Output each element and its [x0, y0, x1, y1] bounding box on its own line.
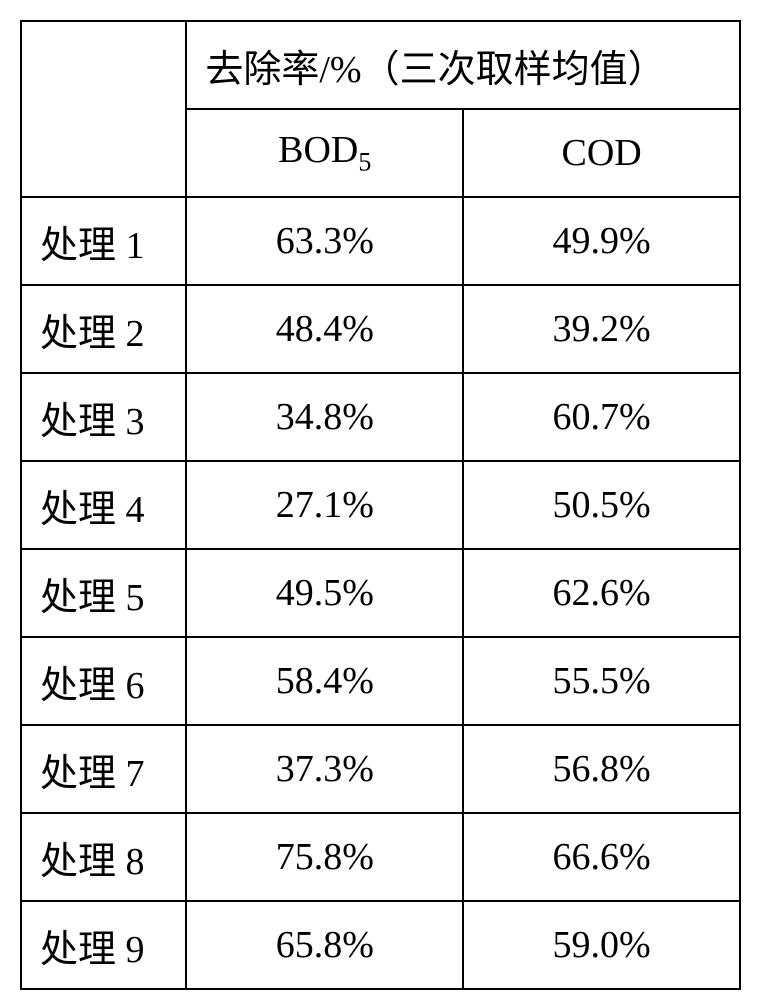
header-row-1: 去除率/%（三次取样均值）: [21, 21, 740, 109]
bod5-cell: 48.4%: [186, 285, 463, 373]
row-label: 处理 8: [21, 813, 186, 901]
bod5-cell: 34.8%: [186, 373, 463, 461]
table-row: 处理 5 49.5% 62.6%: [21, 549, 740, 637]
header-blank-cell: [21, 21, 186, 197]
table-row: 处理 7 37.3% 56.8%: [21, 725, 740, 813]
removal-rate-table: 去除率/%（三次取样均值） BOD5 COD 处理 1 63.3% 49.9% …: [20, 20, 741, 990]
table-row: 处理 6 58.4% 55.5%: [21, 637, 740, 725]
cod-cell: 50.5%: [463, 461, 740, 549]
row-label: 处理 6: [21, 637, 186, 725]
bod5-cell: 49.5%: [186, 549, 463, 637]
bod-label: BOD: [278, 129, 358, 171]
table-row: 处理 3 34.8% 60.7%: [21, 373, 740, 461]
cod-cell: 55.5%: [463, 637, 740, 725]
header-col-bod5: BOD5: [186, 109, 463, 197]
bod5-cell: 75.8%: [186, 813, 463, 901]
row-label: 处理 4: [21, 461, 186, 549]
table-row: 处理 8 75.8% 66.6%: [21, 813, 740, 901]
table-row: 处理 4 27.1% 50.5%: [21, 461, 740, 549]
table-row: 处理 1 63.3% 49.9%: [21, 197, 740, 285]
cod-cell: 39.2%: [463, 285, 740, 373]
bod5-cell: 65.8%: [186, 901, 463, 989]
cod-cell: 60.7%: [463, 373, 740, 461]
cod-cell: 56.8%: [463, 725, 740, 813]
row-label: 处理 5: [21, 549, 186, 637]
bod-subscript: 5: [358, 148, 371, 177]
table-row: 处理 9 65.8% 59.0%: [21, 901, 740, 989]
row-label: 处理 3: [21, 373, 186, 461]
row-label: 处理 9: [21, 901, 186, 989]
header-main-cell: 去除率/%（三次取样均值）: [186, 21, 740, 109]
row-label: 处理 2: [21, 285, 186, 373]
table-row: 处理 2 48.4% 39.2%: [21, 285, 740, 373]
cod-cell: 66.6%: [463, 813, 740, 901]
bod5-cell: 63.3%: [186, 197, 463, 285]
header-col-cod: COD: [463, 109, 740, 197]
cod-cell: 59.0%: [463, 901, 740, 989]
cod-cell: 62.6%: [463, 549, 740, 637]
bod5-cell: 58.4%: [186, 637, 463, 725]
bod5-cell: 27.1%: [186, 461, 463, 549]
cod-cell: 49.9%: [463, 197, 740, 285]
row-label: 处理 1: [21, 197, 186, 285]
row-label: 处理 7: [21, 725, 186, 813]
bod5-cell: 37.3%: [186, 725, 463, 813]
